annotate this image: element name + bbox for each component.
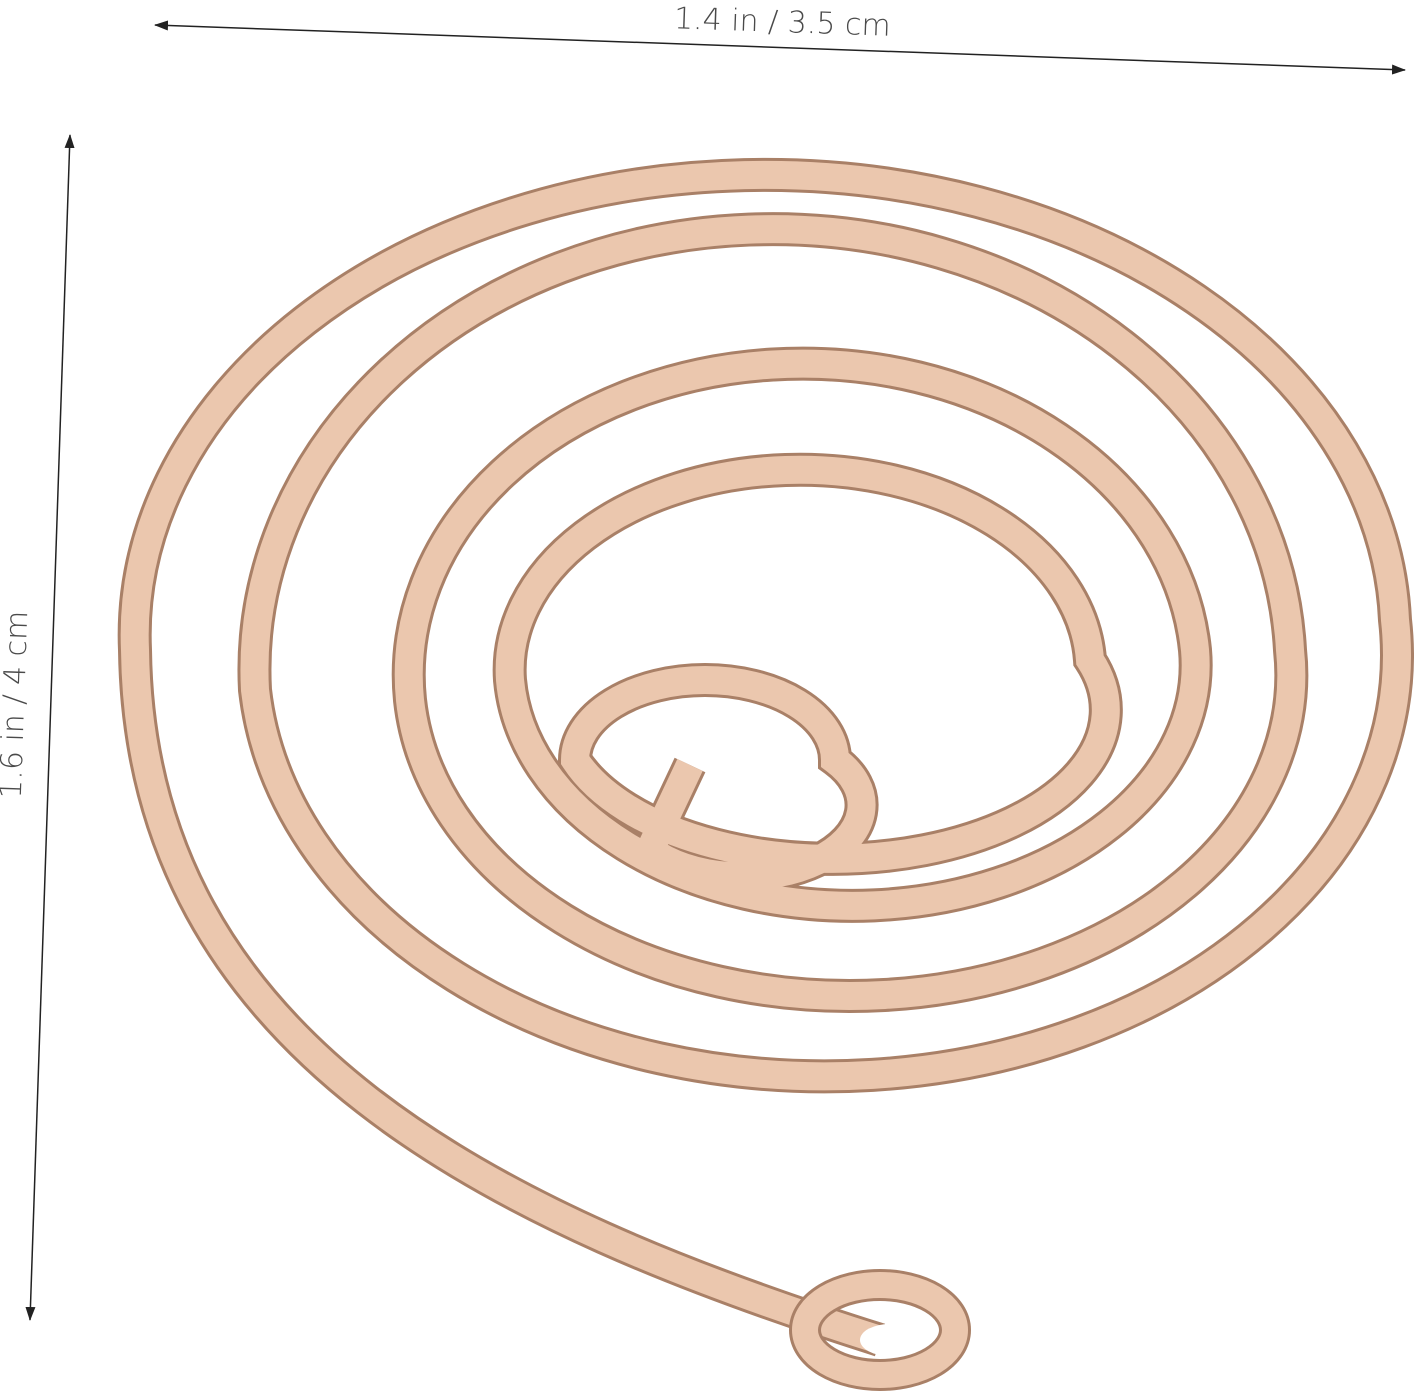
spring-face <box>120 160 1411 1354</box>
tail-loop <box>792 1272 968 1388</box>
tail-hole <box>860 1324 920 1356</box>
height-arrow <box>25 134 75 1321</box>
width-label: 1.4 in / 3.5 cm <box>673 1 891 44</box>
height-label: 1.6 in / 4 cm <box>0 610 35 799</box>
spiral-spring <box>117 157 1414 1391</box>
width-arrow <box>154 20 1406 75</box>
